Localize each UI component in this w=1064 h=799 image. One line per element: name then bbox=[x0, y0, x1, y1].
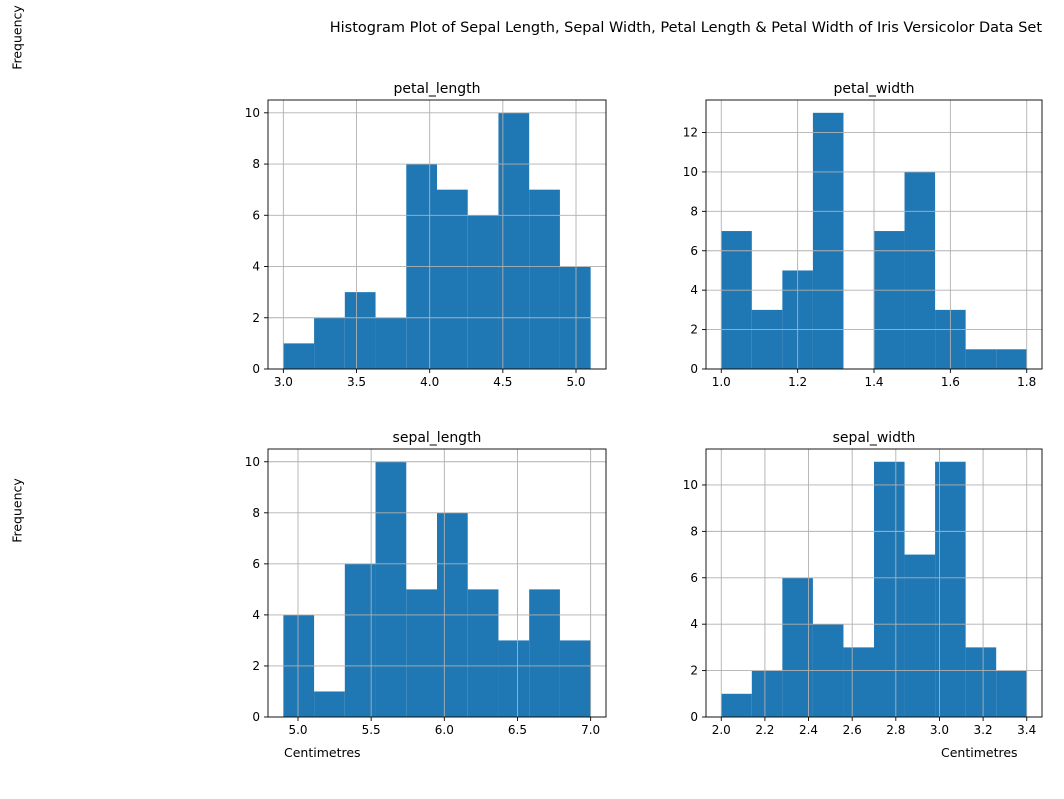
histogram-bar bbox=[467, 589, 499, 717]
x-tick-label: 6.5 bbox=[508, 723, 527, 737]
y-tick-label: 0 bbox=[252, 362, 260, 376]
histogram-bar bbox=[812, 112, 844, 370]
histogram-bar bbox=[721, 231, 752, 369]
x-tick-label: 2.0 bbox=[712, 723, 731, 737]
histogram-bar bbox=[375, 317, 407, 369]
histogram-bar bbox=[843, 647, 874, 717]
x-axis-label-right: Centimetres bbox=[941, 745, 1018, 760]
y-tick-label: 0 bbox=[252, 710, 260, 724]
y-tick-label: 4 bbox=[690, 283, 698, 297]
histogram-panel-petal-width: 1.0 1.2 1.4 1.6 1.8 0 2 4 6 8 10 12 petal_width bbox=[683, 81, 1043, 389]
x-tick-label: 3.0 bbox=[930, 723, 949, 737]
x-tick-label: 5.0 bbox=[566, 375, 585, 389]
histogram-bar bbox=[996, 670, 1027, 717]
y-tick-label: 2 bbox=[252, 311, 260, 325]
x-tick-label: 3.4 bbox=[1017, 723, 1036, 737]
y-tick-label: 0 bbox=[690, 362, 698, 376]
y-tick-label: 2 bbox=[690, 664, 698, 678]
histogram-bar bbox=[874, 461, 905, 717]
histogram-panel-petal-length: 3.0 3.5 4.0 4.5 5.0 0 2 4 6 8 10 petal_length bbox=[245, 81, 607, 389]
x-tick-label: 2.2 bbox=[755, 723, 774, 737]
axes-frame bbox=[267, 99, 607, 370]
histogram-bar bbox=[751, 670, 783, 717]
panel-title: petal_width bbox=[833, 81, 914, 97]
y-tick-label: 10 bbox=[245, 455, 260, 469]
histogram-bar bbox=[965, 349, 997, 369]
histogram-bar bbox=[935, 461, 966, 717]
y-tick-label: 2 bbox=[690, 323, 698, 337]
histogram-bar bbox=[498, 640, 530, 717]
x-tick-label: 4.5 bbox=[493, 375, 512, 389]
x-axis-label-left: Centimetres bbox=[284, 745, 361, 760]
x-tick-label: 3.5 bbox=[347, 375, 366, 389]
histogram-bar bbox=[874, 231, 905, 369]
histogram-panel-sepal-length: 5.0 5.5 6.0 6.5 7.0 0 2 4 6 8 10 sepal_length bbox=[245, 430, 607, 737]
x-tick-label: 2.4 bbox=[799, 723, 818, 737]
histogram-bar bbox=[344, 292, 376, 369]
histogram-bar bbox=[965, 647, 997, 717]
y-tick-label: 12 bbox=[683, 126, 698, 140]
x-tick-label: 5.5 bbox=[362, 723, 381, 737]
panel-title: sepal_length bbox=[393, 430, 482, 446]
y-tick-label: 8 bbox=[252, 157, 260, 171]
x-tick-label: 1.8 bbox=[1017, 375, 1036, 389]
histogram-bar bbox=[375, 461, 407, 717]
histogram-bar bbox=[529, 589, 560, 717]
histogram-bar bbox=[529, 189, 560, 369]
y-tick-label: 4 bbox=[252, 608, 260, 622]
x-tick-label: 1.6 bbox=[941, 375, 960, 389]
y-tick-label: 8 bbox=[690, 204, 698, 218]
histogram-bar bbox=[406, 589, 437, 717]
histogram-bar bbox=[782, 577, 813, 717]
y-tick-label: 2 bbox=[252, 659, 260, 673]
x-tick-label: 7.0 bbox=[581, 723, 600, 737]
y-tick-label: 8 bbox=[252, 506, 260, 520]
x-tick-label: 3.2 bbox=[974, 723, 993, 737]
panel-title: sepal_width bbox=[833, 430, 916, 446]
x-tick-label: 1.4 bbox=[864, 375, 883, 389]
histogram-bar bbox=[751, 309, 783, 369]
y-tick-label: 8 bbox=[690, 524, 698, 538]
y-tick-label: 6 bbox=[252, 557, 260, 571]
y-tick-label: 10 bbox=[683, 165, 698, 179]
x-tick-label: 2.6 bbox=[843, 723, 862, 737]
histogram-bar bbox=[498, 112, 530, 370]
y-tick-label: 4 bbox=[690, 617, 698, 631]
histogram-bar bbox=[314, 691, 345, 717]
y-tick-label: 10 bbox=[245, 106, 260, 120]
histogram-bar bbox=[721, 693, 752, 717]
y-tick-label: 6 bbox=[252, 208, 260, 222]
histogram-bar bbox=[996, 349, 1027, 369]
axes-frame bbox=[267, 448, 607, 718]
x-tick-label: 5.0 bbox=[288, 723, 307, 737]
y-tick-label: 10 bbox=[683, 478, 698, 492]
histogram-bar bbox=[283, 343, 315, 369]
histogram-panel-sepal-width: 2.0 2.2 2.4 2.6 2.8 3.0 3.2 3.4 0 2 4 6 8 10 sepal_wid… bbox=[683, 430, 1043, 737]
y-tick-label: 6 bbox=[690, 571, 698, 585]
histogram-bar bbox=[467, 215, 499, 369]
histogram-bar bbox=[314, 317, 345, 369]
x-tick-label: 1.2 bbox=[788, 375, 807, 389]
panel-title: petal_length bbox=[393, 81, 480, 97]
x-tick-label: 4.0 bbox=[420, 375, 439, 389]
histogram-bar bbox=[344, 563, 376, 717]
y-tick-label: 6 bbox=[690, 244, 698, 258]
figure-title: Histogram Plot of Sepal Length, Sepal Wi… bbox=[329, 20, 1042, 36]
x-tick-label: 6.0 bbox=[435, 723, 454, 737]
axes-frame bbox=[705, 448, 1043, 718]
histogram-bar bbox=[437, 189, 468, 369]
x-tick-label: 1.0 bbox=[712, 375, 731, 389]
histogram-bar bbox=[904, 554, 936, 717]
y-tick-label: 0 bbox=[690, 710, 698, 724]
y-tick-label: 4 bbox=[252, 260, 260, 274]
x-tick-label: 3.0 bbox=[274, 375, 293, 389]
histogram-bar bbox=[904, 171, 936, 369]
x-tick-label: 2.8 bbox=[886, 723, 905, 737]
histogram-bar bbox=[559, 640, 591, 717]
